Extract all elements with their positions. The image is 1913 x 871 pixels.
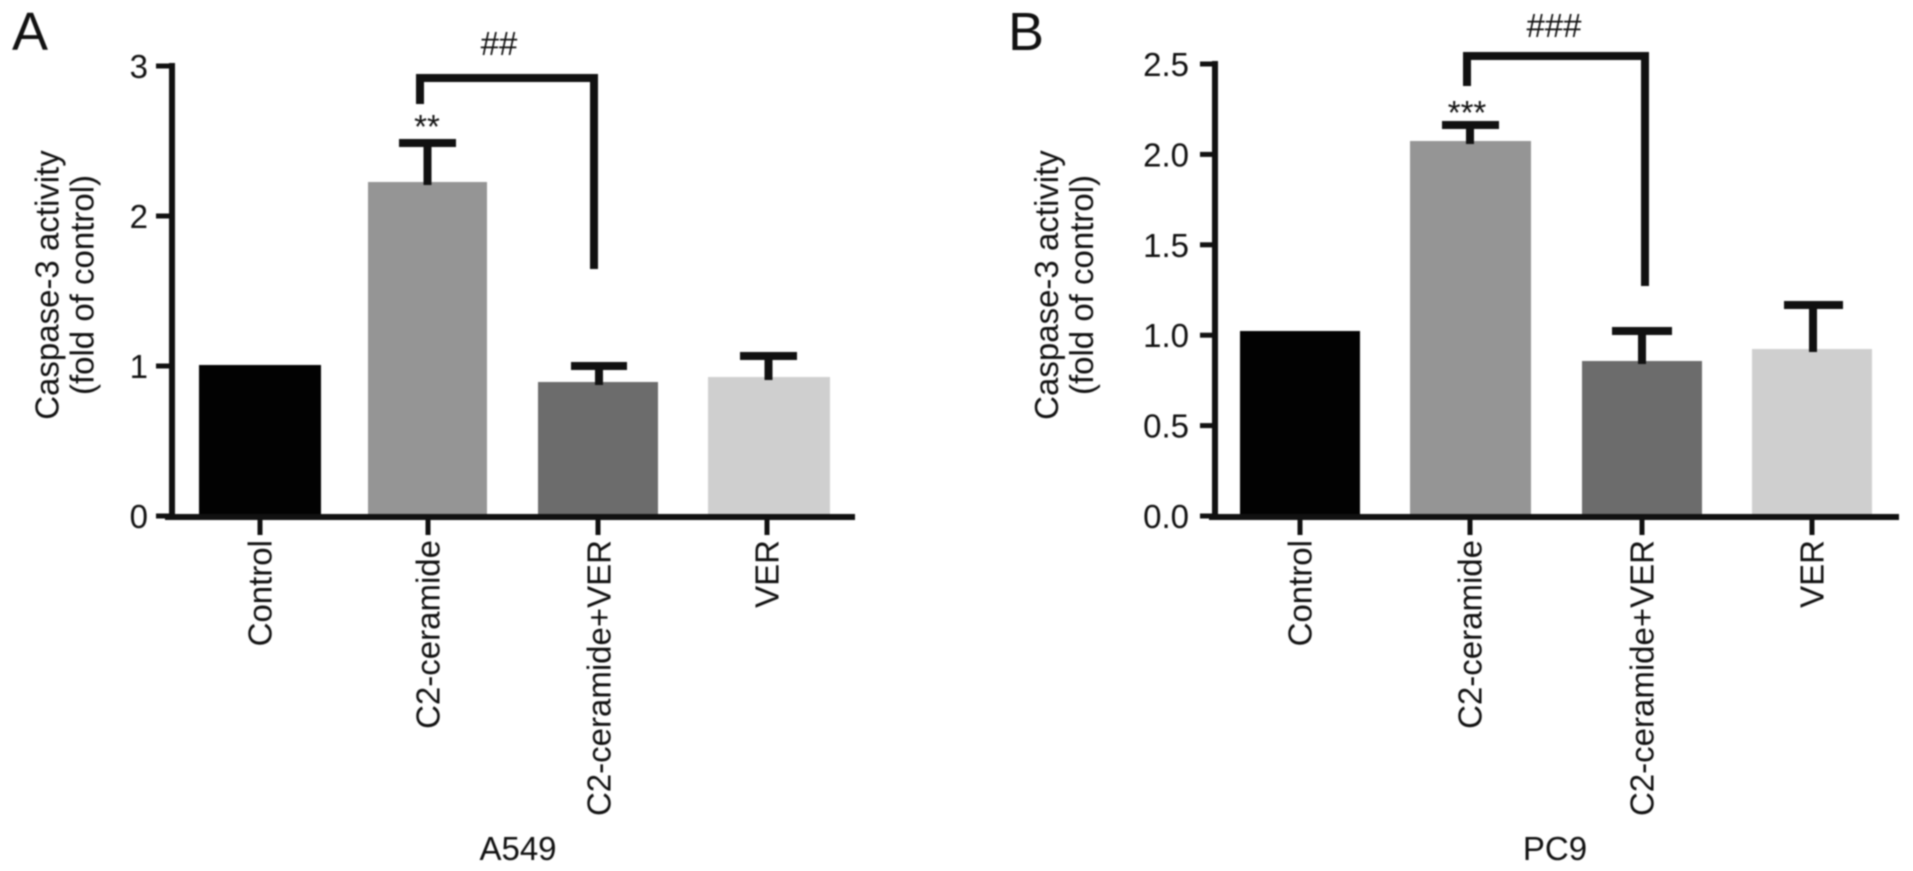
svg-text:0.0: 0.0: [1143, 498, 1189, 535]
svg-text:**: **: [414, 108, 440, 145]
svg-text:Caspase-3 activity: Caspase-3 activity: [1028, 150, 1065, 420]
svg-text:VER: VER: [749, 540, 786, 608]
svg-text:B: B: [1008, 2, 1044, 62]
svg-text:2: 2: [130, 198, 148, 235]
svg-text:C2-ceramide+VER: C2-ceramide+VER: [581, 540, 618, 816]
svg-text:(fold of control): (fold of control): [64, 175, 101, 395]
svg-text:VER: VER: [1794, 540, 1831, 608]
svg-text:###: ###: [1526, 7, 1582, 44]
svg-text:C2-ceramide+VER: C2-ceramide+VER: [1624, 540, 1661, 816]
svg-text:0.5: 0.5: [1143, 408, 1189, 445]
svg-text:Control: Control: [1282, 540, 1319, 646]
svg-text:(fold of control): (fold of control): [1063, 175, 1100, 395]
svg-text:1: 1: [130, 348, 148, 385]
svg-text:1.5: 1.5: [1143, 227, 1189, 264]
svg-text:2.0: 2.0: [1143, 136, 1189, 173]
svg-text:2.5: 2.5: [1143, 46, 1189, 83]
svg-text:1.0: 1.0: [1143, 317, 1189, 354]
svg-text:3: 3: [130, 48, 148, 85]
svg-text:Caspase-3 activity: Caspase-3 activity: [29, 150, 66, 420]
svg-text:C2-ceramide: C2-ceramide: [1452, 540, 1489, 729]
svg-text:##: ##: [481, 25, 518, 62]
svg-text:Control: Control: [242, 540, 279, 646]
svg-text:C2-ceramide: C2-ceramide: [410, 540, 447, 729]
svg-text:A549: A549: [479, 830, 556, 867]
svg-text:PC9: PC9: [1523, 830, 1587, 867]
svg-text:***: ***: [1448, 94, 1487, 131]
svg-text:A: A: [12, 2, 48, 62]
svg-text:0: 0: [130, 498, 148, 535]
